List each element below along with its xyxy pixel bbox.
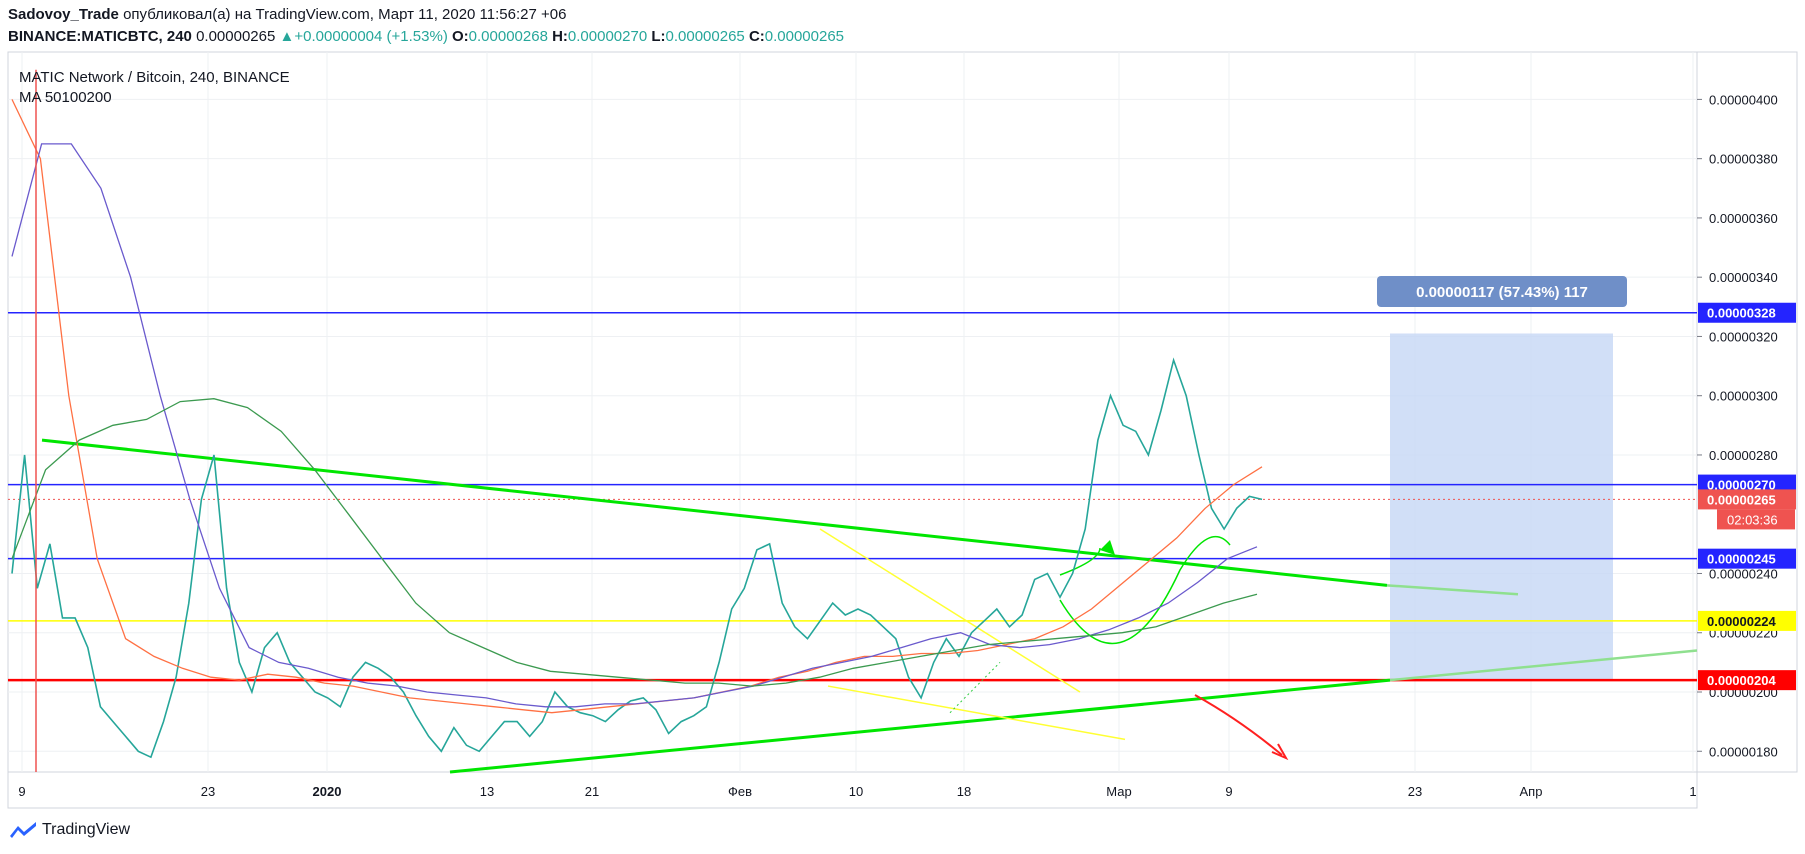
open-label: O: xyxy=(452,28,469,45)
measure-label: 0.00000117 (57.43%) 117 xyxy=(1416,284,1588,301)
level-price-tag xyxy=(1698,302,1796,323)
y-tick-label: 0.00000240 xyxy=(1709,566,1778,581)
ma-line-200[interactable] xyxy=(11,398,1258,687)
low-label: L: xyxy=(651,28,666,45)
yellow-wedge-bottom[interactable] xyxy=(827,685,1126,741)
y-tick-label: 0.00000180 xyxy=(1709,744,1778,759)
measure-range-box[interactable] xyxy=(1390,333,1613,681)
open-value: 0.00000268 xyxy=(468,28,548,45)
x-tick-label: 9 xyxy=(1225,784,1232,799)
last-price: 0.00000265 xyxy=(196,28,276,45)
symbol-label: BINANCE:MATICBTC, 240 xyxy=(8,28,192,45)
up-arrow-icon: ▲ xyxy=(279,28,295,45)
trendline-lower[interactable] xyxy=(449,678,1391,774)
x-tick-label: 2020 xyxy=(313,784,342,799)
red-arrow-head-icon xyxy=(1271,743,1289,761)
level-price-tag xyxy=(1698,610,1796,631)
low-value: 0.00000265 xyxy=(665,28,745,45)
x-tick-label: Мар xyxy=(1106,784,1131,799)
y-tick-label: 0.00000280 xyxy=(1709,448,1778,463)
y-tick-label: 0.00000380 xyxy=(1709,152,1778,167)
publish-text: опубликовал(а) на TradingView.com, Март … xyxy=(123,6,567,23)
curve-arrow-upper xyxy=(1059,547,1101,576)
level-price-label: 0.00000328 xyxy=(1707,306,1776,321)
close-value: 0.00000265 xyxy=(764,28,845,45)
last-price-tag xyxy=(1698,489,1796,510)
price-chart[interactable]: 0.00000400 0.00000380 0.00000360 0.00000340… xyxy=(0,0,1805,820)
x-tick-label: 10 xyxy=(849,784,863,799)
level-price-label: 0.00000270 xyxy=(1707,478,1776,493)
level-price-label: 0.00000245 xyxy=(1707,552,1776,567)
y-tick-label: 0.00000340 xyxy=(1709,270,1778,285)
countdown-label: 02:03:36 xyxy=(1727,512,1778,527)
tradingview-brand: TradingView xyxy=(42,821,131,838)
x-tick-label: 21 xyxy=(585,784,599,799)
x-tick-label: Фев xyxy=(728,784,752,799)
ma-line-100[interactable] xyxy=(11,143,1258,708)
trendline-upper-extension[interactable] xyxy=(1386,584,1519,596)
tradingview-logo-icon xyxy=(10,822,36,838)
time-axis[interactable] xyxy=(7,771,1698,809)
x-tick-label: 18 xyxy=(957,784,971,799)
y-tick-label: 0.00000400 xyxy=(1709,92,1778,107)
curve-arrow-lower xyxy=(1059,535,1231,644)
trendline-lower-extension[interactable] xyxy=(1389,649,1698,682)
high-label: H: xyxy=(552,28,568,45)
measure-label-box xyxy=(1377,276,1627,307)
yellow-wedge-top[interactable] xyxy=(819,528,1081,693)
red-down-arrow[interactable] xyxy=(1194,694,1283,756)
price-axis[interactable] xyxy=(1696,51,1798,773)
dotted-projection xyxy=(949,662,1001,714)
countdown-tag xyxy=(1717,509,1795,530)
tradingview-logo[interactable]: TradingView xyxy=(8,820,130,840)
level-price-label: 0.00000204 xyxy=(1707,673,1776,688)
level-price-tag xyxy=(1698,670,1796,691)
symbol-header: BINANCE:MATICBTC, 240 0.00000265 ▲+0.000… xyxy=(8,28,844,45)
high-value: 0.00000270 xyxy=(567,28,648,45)
x-tick-label: 23 xyxy=(1408,784,1422,799)
x-tick-label: 23 xyxy=(201,784,215,799)
x-tick-label: 1 xyxy=(1689,784,1696,799)
x-tick-label: Апр xyxy=(1520,784,1543,799)
price-change: +0.00000004 (+1.53%) xyxy=(294,28,448,45)
level-price-tag xyxy=(1698,548,1796,569)
close-label: C: xyxy=(748,28,765,45)
publish-header: Sadovoy_Trade опубликовал(а) на TradingV… xyxy=(8,6,566,23)
price-series-line[interactable] xyxy=(11,357,1263,759)
y-tick-label: 0.00000300 xyxy=(1709,389,1778,404)
level-price-label: 0.00000224 xyxy=(1707,614,1776,629)
last-price-tag-label: 0.00000265 xyxy=(1707,492,1776,507)
x-tick-label: 9 xyxy=(18,784,25,799)
y-tick-label: 0.00000360 xyxy=(1709,211,1778,226)
chart-subtitle: MA 50100200 xyxy=(19,89,112,106)
author-name[interactable]: Sadovoy_Trade xyxy=(8,6,119,23)
green-arrow-head-icon xyxy=(1100,540,1115,555)
chart-title: MATIC Network / Bitcoin, 240, BINANCE xyxy=(19,69,290,86)
trendline-upper[interactable] xyxy=(41,438,1388,587)
y-tick-label: 0.00000320 xyxy=(1709,329,1778,344)
x-tick-label: 13 xyxy=(480,784,494,799)
